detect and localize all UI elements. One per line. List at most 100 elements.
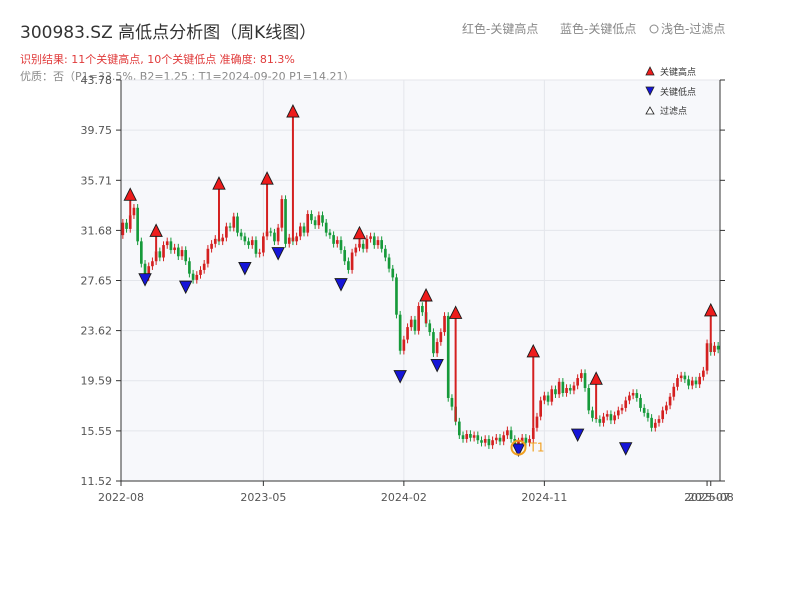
legend-low-icon [645, 86, 655, 96]
candle-body [140, 241, 143, 264]
candle-body [206, 248, 210, 264]
t1-circle [510, 439, 527, 456]
key-high-marker [448, 305, 463, 319]
candle-body [413, 319, 417, 331]
candle-body [676, 378, 679, 387]
key-low-marker [393, 370, 407, 384]
candle-body [184, 250, 188, 262]
candle-body [158, 251, 162, 258]
candle-body [188, 261, 191, 274]
candle-body [376, 240, 380, 246]
candle-body [498, 437, 502, 442]
candle-body [421, 305, 424, 313]
candle-body [199, 269, 202, 275]
candle-body [136, 207, 139, 242]
candle-body [568, 388, 572, 391]
candle-body [236, 216, 239, 233]
candle-body [232, 216, 236, 228]
candle-body [343, 250, 347, 262]
candle-body [461, 435, 465, 439]
key-low-marker [570, 428, 585, 443]
candle-body [520, 437, 524, 442]
candle-body [650, 417, 653, 428]
candle-body [128, 215, 132, 229]
legend-high-icon [645, 66, 655, 76]
candle-body [239, 232, 243, 237]
key-high-marker [589, 371, 603, 385]
candle-body [450, 397, 454, 407]
candle-body [228, 226, 232, 228]
recognition-result: 识别结果: 11个关键高点, 10个关键低点 准确度: 81.3% [20, 52, 295, 66]
candle-body [354, 247, 358, 253]
candle-body [402, 339, 406, 351]
candle-body [395, 277, 398, 315]
candle-body [583, 373, 587, 389]
candle-body [276, 227, 280, 242]
candle-body [247, 241, 250, 246]
candle-body [576, 378, 579, 386]
candle-body [446, 315, 450, 398]
key-low-marker [334, 278, 348, 292]
candle-body [672, 386, 676, 397]
key-high-marker [286, 104, 300, 118]
top-legend-low: 蓝色-关键低点 [560, 22, 636, 36]
candle-body [628, 395, 631, 401]
candle-body [202, 263, 206, 270]
candle-body [517, 441, 520, 444]
candle-body [417, 305, 420, 331]
candle-body [176, 247, 180, 257]
key-high-marker [526, 343, 541, 358]
x-tick-label: 2023-05 [240, 491, 286, 504]
y-tick-label: 15.55 [81, 425, 113, 438]
candle-body [661, 410, 665, 420]
top-legend-filtered: 浅色-过滤点 [661, 22, 725, 36]
candle-body [132, 207, 136, 216]
y-tick-label: 35.71 [81, 174, 113, 187]
candle-body [162, 245, 165, 258]
candle-body [265, 231, 269, 237]
candle-body [306, 213, 310, 233]
candle-body [213, 238, 217, 244]
candle-body [295, 236, 298, 242]
markers: T1 [123, 104, 718, 457]
candle-body [221, 237, 225, 242]
candle-body [298, 226, 302, 237]
top-legend-high: 红色-关键高点 [462, 21, 538, 36]
candle-body [698, 376, 701, 385]
candle-body [635, 392, 639, 398]
candle-body [254, 240, 258, 254]
candle-body [602, 416, 605, 423]
axes: 11.52 15.55 19.59 23.62 27.65 31.68 35.71 39.75… [81, 74, 734, 504]
key-low-marker [178, 280, 193, 295]
candle-body [554, 389, 557, 395]
candle-body [443, 315, 446, 333]
candle-body [428, 323, 432, 333]
candle-body [398, 314, 402, 351]
y-tick-label: 11.52 [81, 475, 113, 488]
candle-body [191, 273, 195, 280]
candle-body [369, 236, 372, 239]
candle-body [687, 379, 690, 386]
candle-body [646, 412, 650, 418]
candle-body [528, 438, 531, 443]
candle-body [487, 438, 491, 446]
candle-body [302, 226, 306, 233]
candle-body [580, 373, 583, 379]
candle-body [154, 251, 158, 262]
candle-body [506, 430, 509, 436]
key-high-marker [123, 187, 137, 201]
candle-body [550, 389, 554, 402]
candle-body [539, 400, 543, 417]
candle-body [365, 238, 369, 249]
candle-body [361, 243, 365, 249]
candle-body [287, 237, 291, 244]
key-low-marker [511, 443, 526, 457]
candle-body [605, 414, 609, 417]
candle-body [258, 252, 261, 254]
x-tick-label: 2025-08 [688, 491, 734, 504]
candle-body [531, 427, 535, 439]
candle-body [483, 438, 487, 443]
key-high-marker [704, 302, 718, 317]
candle-body [480, 440, 483, 443]
t1-label: T1 [528, 441, 544, 455]
